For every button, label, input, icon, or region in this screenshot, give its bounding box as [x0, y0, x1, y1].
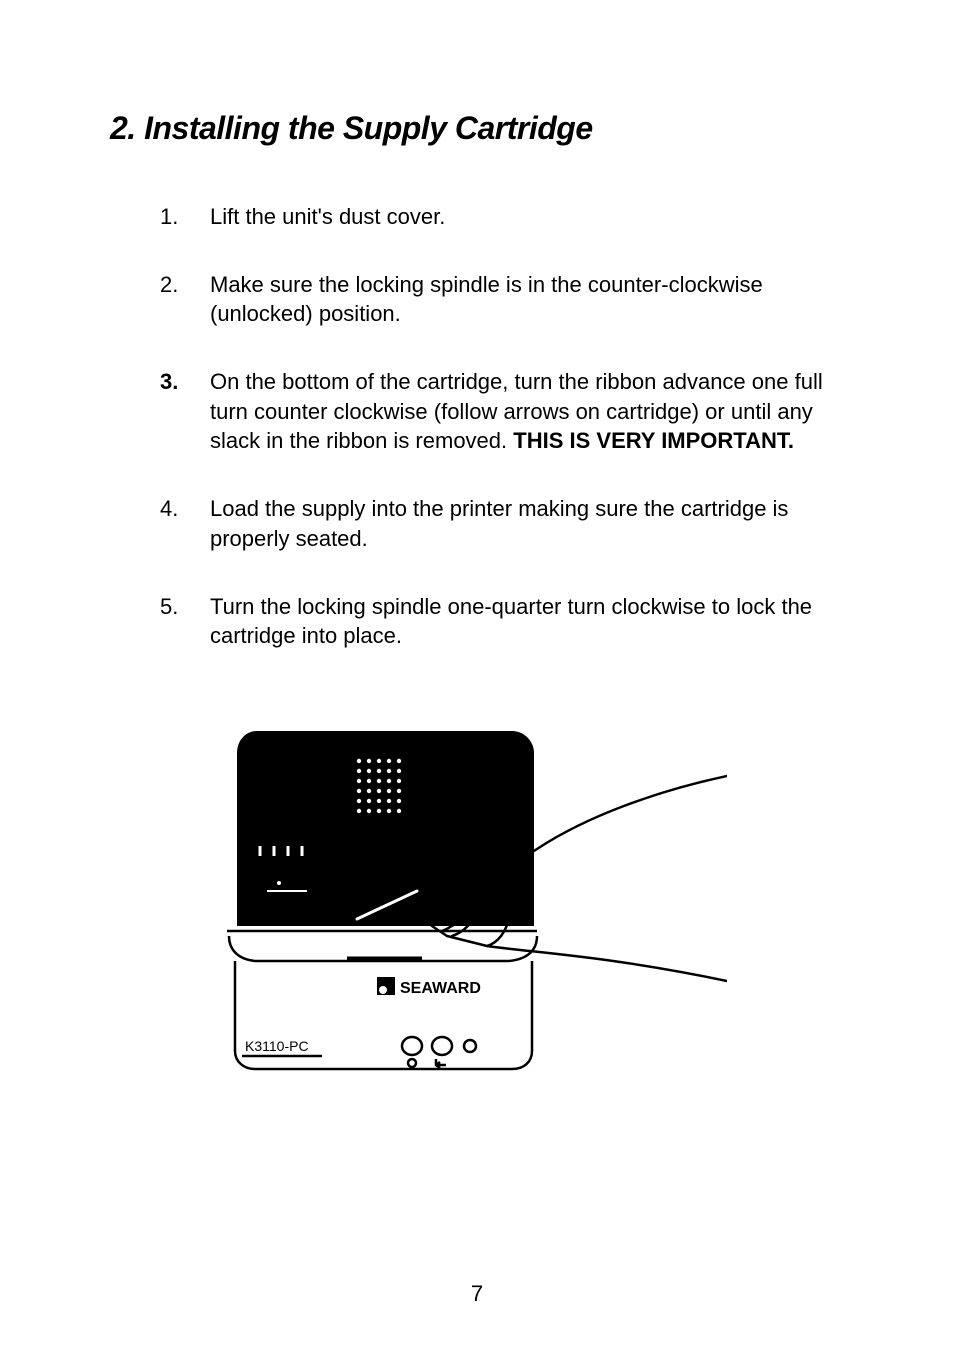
- list-number: 4.: [160, 494, 210, 553]
- figure-container: SEAWARD K3110-PC: [110, 721, 844, 1116]
- ordered-list: 1. Lift the unit's dust cover. 2. Make s…: [110, 202, 844, 651]
- list-text: Turn the locking spindle one-quarter tur…: [210, 592, 844, 651]
- list-number: 2.: [160, 270, 210, 329]
- list-text: Make sure the locking spindle is in the …: [210, 270, 844, 329]
- list-item: 5. Turn the locking spindle one-quarter …: [160, 592, 844, 651]
- list-text: Load the supply into the printer making …: [210, 494, 844, 553]
- model-label: K3110-PC: [245, 1038, 309, 1054]
- list-text: On the bottom of the cartridge, turn the…: [210, 367, 844, 456]
- brand-label: SEAWARD: [377, 977, 481, 997]
- list-item: 4. Load the supply into the printer maki…: [160, 494, 844, 553]
- list-number: 3.: [160, 367, 210, 456]
- list-item: 3. On the bottom of the cartridge, turn …: [160, 367, 844, 456]
- svg-text:SEAWARD: SEAWARD: [400, 980, 481, 997]
- list-item: 1. Lift the unit's dust cover.: [160, 202, 844, 232]
- buttons-group: [402, 1037, 476, 1068]
- list-item: 2. Make sure the locking spindle is in t…: [160, 270, 844, 329]
- list-number: 1.: [160, 202, 210, 232]
- list-number: 5.: [160, 592, 210, 651]
- page: 2. Installing the Supply Cartridge 1. Li…: [0, 0, 954, 1352]
- page-number: 7: [0, 1281, 954, 1307]
- section-title: 2. Installing the Supply Cartridge: [110, 110, 844, 147]
- printer-figure: SEAWARD K3110-PC: [227, 721, 727, 1116]
- list-text: Lift the unit's dust cover.: [210, 202, 445, 232]
